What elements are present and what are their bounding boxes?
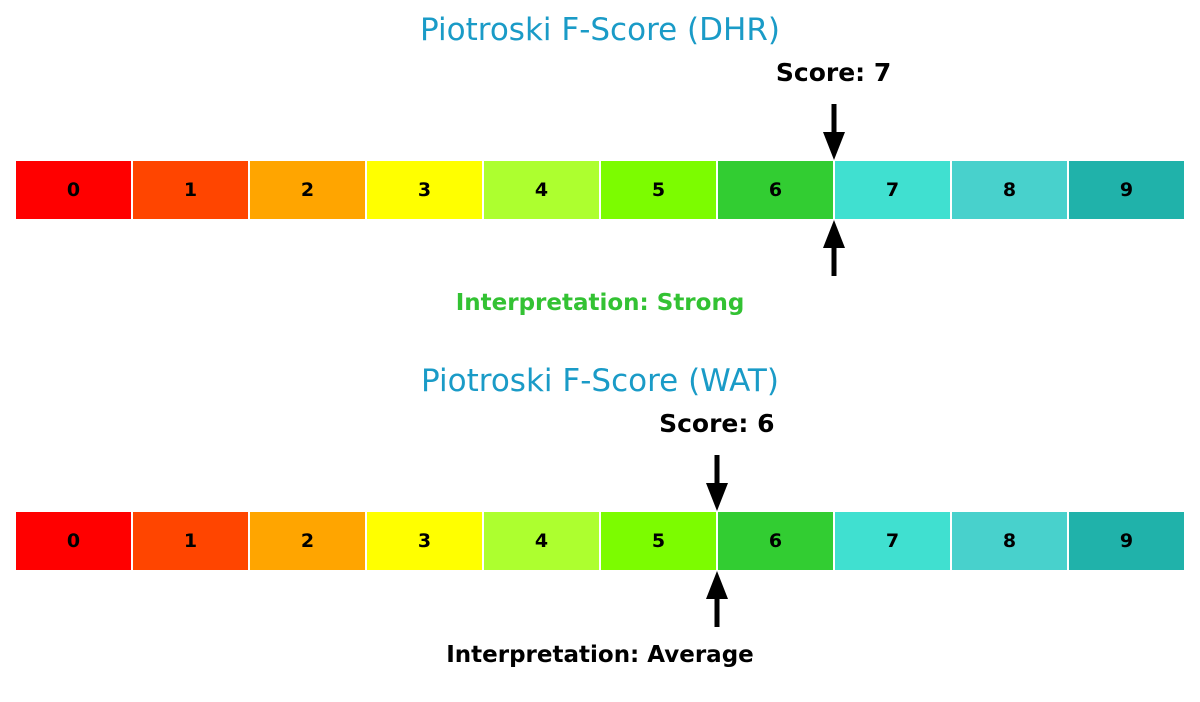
score-cell-4: 4 (484, 161, 601, 219)
score-cell-0: 0 (16, 161, 133, 219)
arrow-down-icon (822, 104, 845, 160)
score-cell-2: 2 (250, 161, 367, 219)
score-label: Score: 6 (659, 409, 775, 438)
score-cell-8: 8 (952, 512, 1069, 570)
chart-title: Piotroski F-Score (DHR) (420, 12, 780, 48)
score-cell-1: 1 (133, 161, 250, 219)
score-cell-2: 2 (250, 512, 367, 570)
arrow-down-icon (705, 455, 728, 511)
score-cell-5: 5 (601, 161, 718, 219)
score-cell-6: 6 (718, 161, 835, 219)
score-cell-5: 5 (601, 512, 718, 570)
score-cell-7: 7 (835, 161, 952, 219)
arrow-up-icon (822, 220, 845, 276)
arrow-up-icon (705, 571, 728, 627)
score-cell-6: 6 (718, 512, 835, 570)
score-cell-0: 0 (16, 512, 133, 570)
score-cell-7: 7 (835, 512, 952, 570)
score-cell-4: 4 (484, 512, 601, 570)
interpretation-label: Interpretation: Average (446, 642, 754, 668)
score-cell-8: 8 (952, 161, 1069, 219)
score-cell-3: 3 (367, 161, 484, 219)
score-label: Score: 7 (775, 58, 892, 87)
score-cell-1: 1 (133, 512, 250, 570)
interpretation-label: Interpretation: Strong (455, 290, 745, 316)
score-cell-9: 9 (1069, 512, 1184, 570)
chart-title: Piotroski F-Score (WAT) (421, 363, 779, 399)
score-cell-3: 3 (367, 512, 484, 570)
score-cell-9: 9 (1069, 161, 1184, 219)
